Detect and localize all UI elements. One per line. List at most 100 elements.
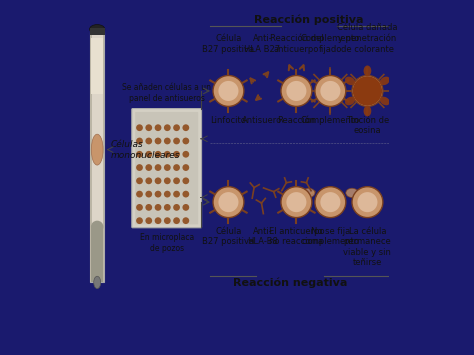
Text: Célula dañada
y penetración
de colorante: Célula dañada y penetración de colorante bbox=[337, 23, 398, 54]
Circle shape bbox=[155, 138, 162, 144]
Circle shape bbox=[155, 151, 162, 158]
Circle shape bbox=[352, 187, 383, 218]
Ellipse shape bbox=[364, 106, 371, 116]
Circle shape bbox=[146, 138, 152, 144]
Circle shape bbox=[146, 124, 152, 131]
Text: Reacción negativa: Reacción negativa bbox=[233, 278, 347, 288]
Text: Célula
B27 positiva: Célula B27 positiva bbox=[202, 34, 255, 54]
Text: Complemento
fijado: Complemento fijado bbox=[301, 34, 360, 54]
Circle shape bbox=[136, 164, 143, 171]
Circle shape bbox=[353, 76, 382, 106]
Circle shape bbox=[173, 124, 180, 131]
Circle shape bbox=[320, 81, 340, 101]
Text: Anti-
HLA-B8: Anti- HLA-B8 bbox=[247, 227, 278, 246]
Circle shape bbox=[146, 178, 152, 184]
Circle shape bbox=[155, 164, 162, 171]
Text: El anticuerpo
no reacciona: El anticuerpo no reacciona bbox=[269, 227, 324, 246]
Text: Reacción: Reacción bbox=[277, 116, 315, 125]
Circle shape bbox=[164, 138, 171, 144]
Circle shape bbox=[136, 178, 143, 184]
Text: Anti-
HLA B27: Anti- HLA B27 bbox=[245, 34, 281, 54]
Text: En microplaca
de pozos: En microplaca de pozos bbox=[139, 233, 194, 253]
Circle shape bbox=[164, 124, 171, 131]
Circle shape bbox=[146, 204, 152, 211]
Circle shape bbox=[136, 151, 143, 158]
Circle shape bbox=[286, 81, 306, 101]
Circle shape bbox=[182, 124, 189, 131]
FancyBboxPatch shape bbox=[135, 112, 198, 224]
Ellipse shape bbox=[90, 24, 105, 34]
Circle shape bbox=[164, 178, 171, 184]
Circle shape bbox=[155, 178, 162, 184]
Bar bbox=[90, 28, 105, 36]
Circle shape bbox=[182, 204, 189, 211]
Circle shape bbox=[173, 164, 180, 171]
Circle shape bbox=[213, 76, 244, 106]
Circle shape bbox=[352, 76, 383, 106]
Bar bbox=[91, 227, 103, 283]
Circle shape bbox=[136, 191, 143, 197]
Circle shape bbox=[136, 138, 143, 144]
Circle shape bbox=[182, 151, 189, 158]
Ellipse shape bbox=[380, 97, 390, 105]
Circle shape bbox=[182, 191, 189, 197]
Ellipse shape bbox=[364, 65, 371, 76]
Circle shape bbox=[173, 191, 180, 197]
Text: Linfocito: Linfocito bbox=[210, 116, 246, 125]
Circle shape bbox=[219, 192, 238, 212]
Circle shape bbox=[164, 217, 171, 224]
Circle shape bbox=[173, 204, 180, 211]
Circle shape bbox=[164, 151, 171, 158]
Text: Célula
B27 positiva: Célula B27 positiva bbox=[202, 227, 255, 246]
Ellipse shape bbox=[91, 221, 103, 233]
Circle shape bbox=[173, 138, 180, 144]
Text: Antisuero: Antisuero bbox=[242, 116, 283, 125]
Bar bbox=[90, 32, 91, 283]
Ellipse shape bbox=[94, 276, 100, 289]
Circle shape bbox=[281, 76, 312, 106]
Circle shape bbox=[357, 192, 377, 212]
Circle shape bbox=[155, 217, 162, 224]
Circle shape bbox=[219, 81, 238, 101]
Circle shape bbox=[173, 151, 180, 158]
Text: Células
mononucleares: Células mononucleares bbox=[111, 140, 181, 160]
Ellipse shape bbox=[345, 97, 355, 105]
Circle shape bbox=[213, 187, 244, 218]
Circle shape bbox=[146, 164, 152, 171]
Text: Reacción del
anticuerpo: Reacción del anticuerpo bbox=[270, 34, 323, 54]
Circle shape bbox=[146, 151, 152, 158]
Circle shape bbox=[164, 191, 171, 197]
Circle shape bbox=[155, 124, 162, 131]
Circle shape bbox=[182, 217, 189, 224]
Text: Tinción de
eosina: Tinción de eosina bbox=[346, 116, 389, 135]
Ellipse shape bbox=[345, 77, 355, 85]
Circle shape bbox=[315, 76, 346, 106]
Bar bbox=[91, 38, 103, 94]
Circle shape bbox=[173, 217, 180, 224]
Circle shape bbox=[164, 164, 171, 171]
Bar bbox=[90, 32, 104, 283]
Circle shape bbox=[146, 191, 152, 197]
Circle shape bbox=[136, 217, 143, 224]
Ellipse shape bbox=[91, 134, 103, 165]
Ellipse shape bbox=[380, 77, 390, 85]
Circle shape bbox=[286, 192, 306, 212]
Circle shape bbox=[164, 204, 171, 211]
Text: No se fija
complemento: No se fija complemento bbox=[301, 227, 359, 246]
Circle shape bbox=[146, 217, 152, 224]
Circle shape bbox=[173, 178, 180, 184]
Bar bbox=[103, 32, 104, 283]
Ellipse shape bbox=[346, 188, 358, 197]
Text: Reacción positiva: Reacción positiva bbox=[254, 14, 364, 24]
Circle shape bbox=[155, 191, 162, 197]
Circle shape bbox=[315, 187, 346, 218]
Ellipse shape bbox=[302, 188, 315, 197]
Text: La célula
permanece
viable y sin
teñirse: La célula permanece viable y sin teñirse bbox=[344, 227, 392, 267]
Circle shape bbox=[320, 192, 340, 212]
Circle shape bbox=[182, 164, 189, 171]
Circle shape bbox=[136, 124, 143, 131]
Circle shape bbox=[281, 187, 312, 218]
Circle shape bbox=[155, 204, 162, 211]
Circle shape bbox=[182, 138, 189, 144]
Text: Complemento: Complemento bbox=[301, 116, 360, 125]
